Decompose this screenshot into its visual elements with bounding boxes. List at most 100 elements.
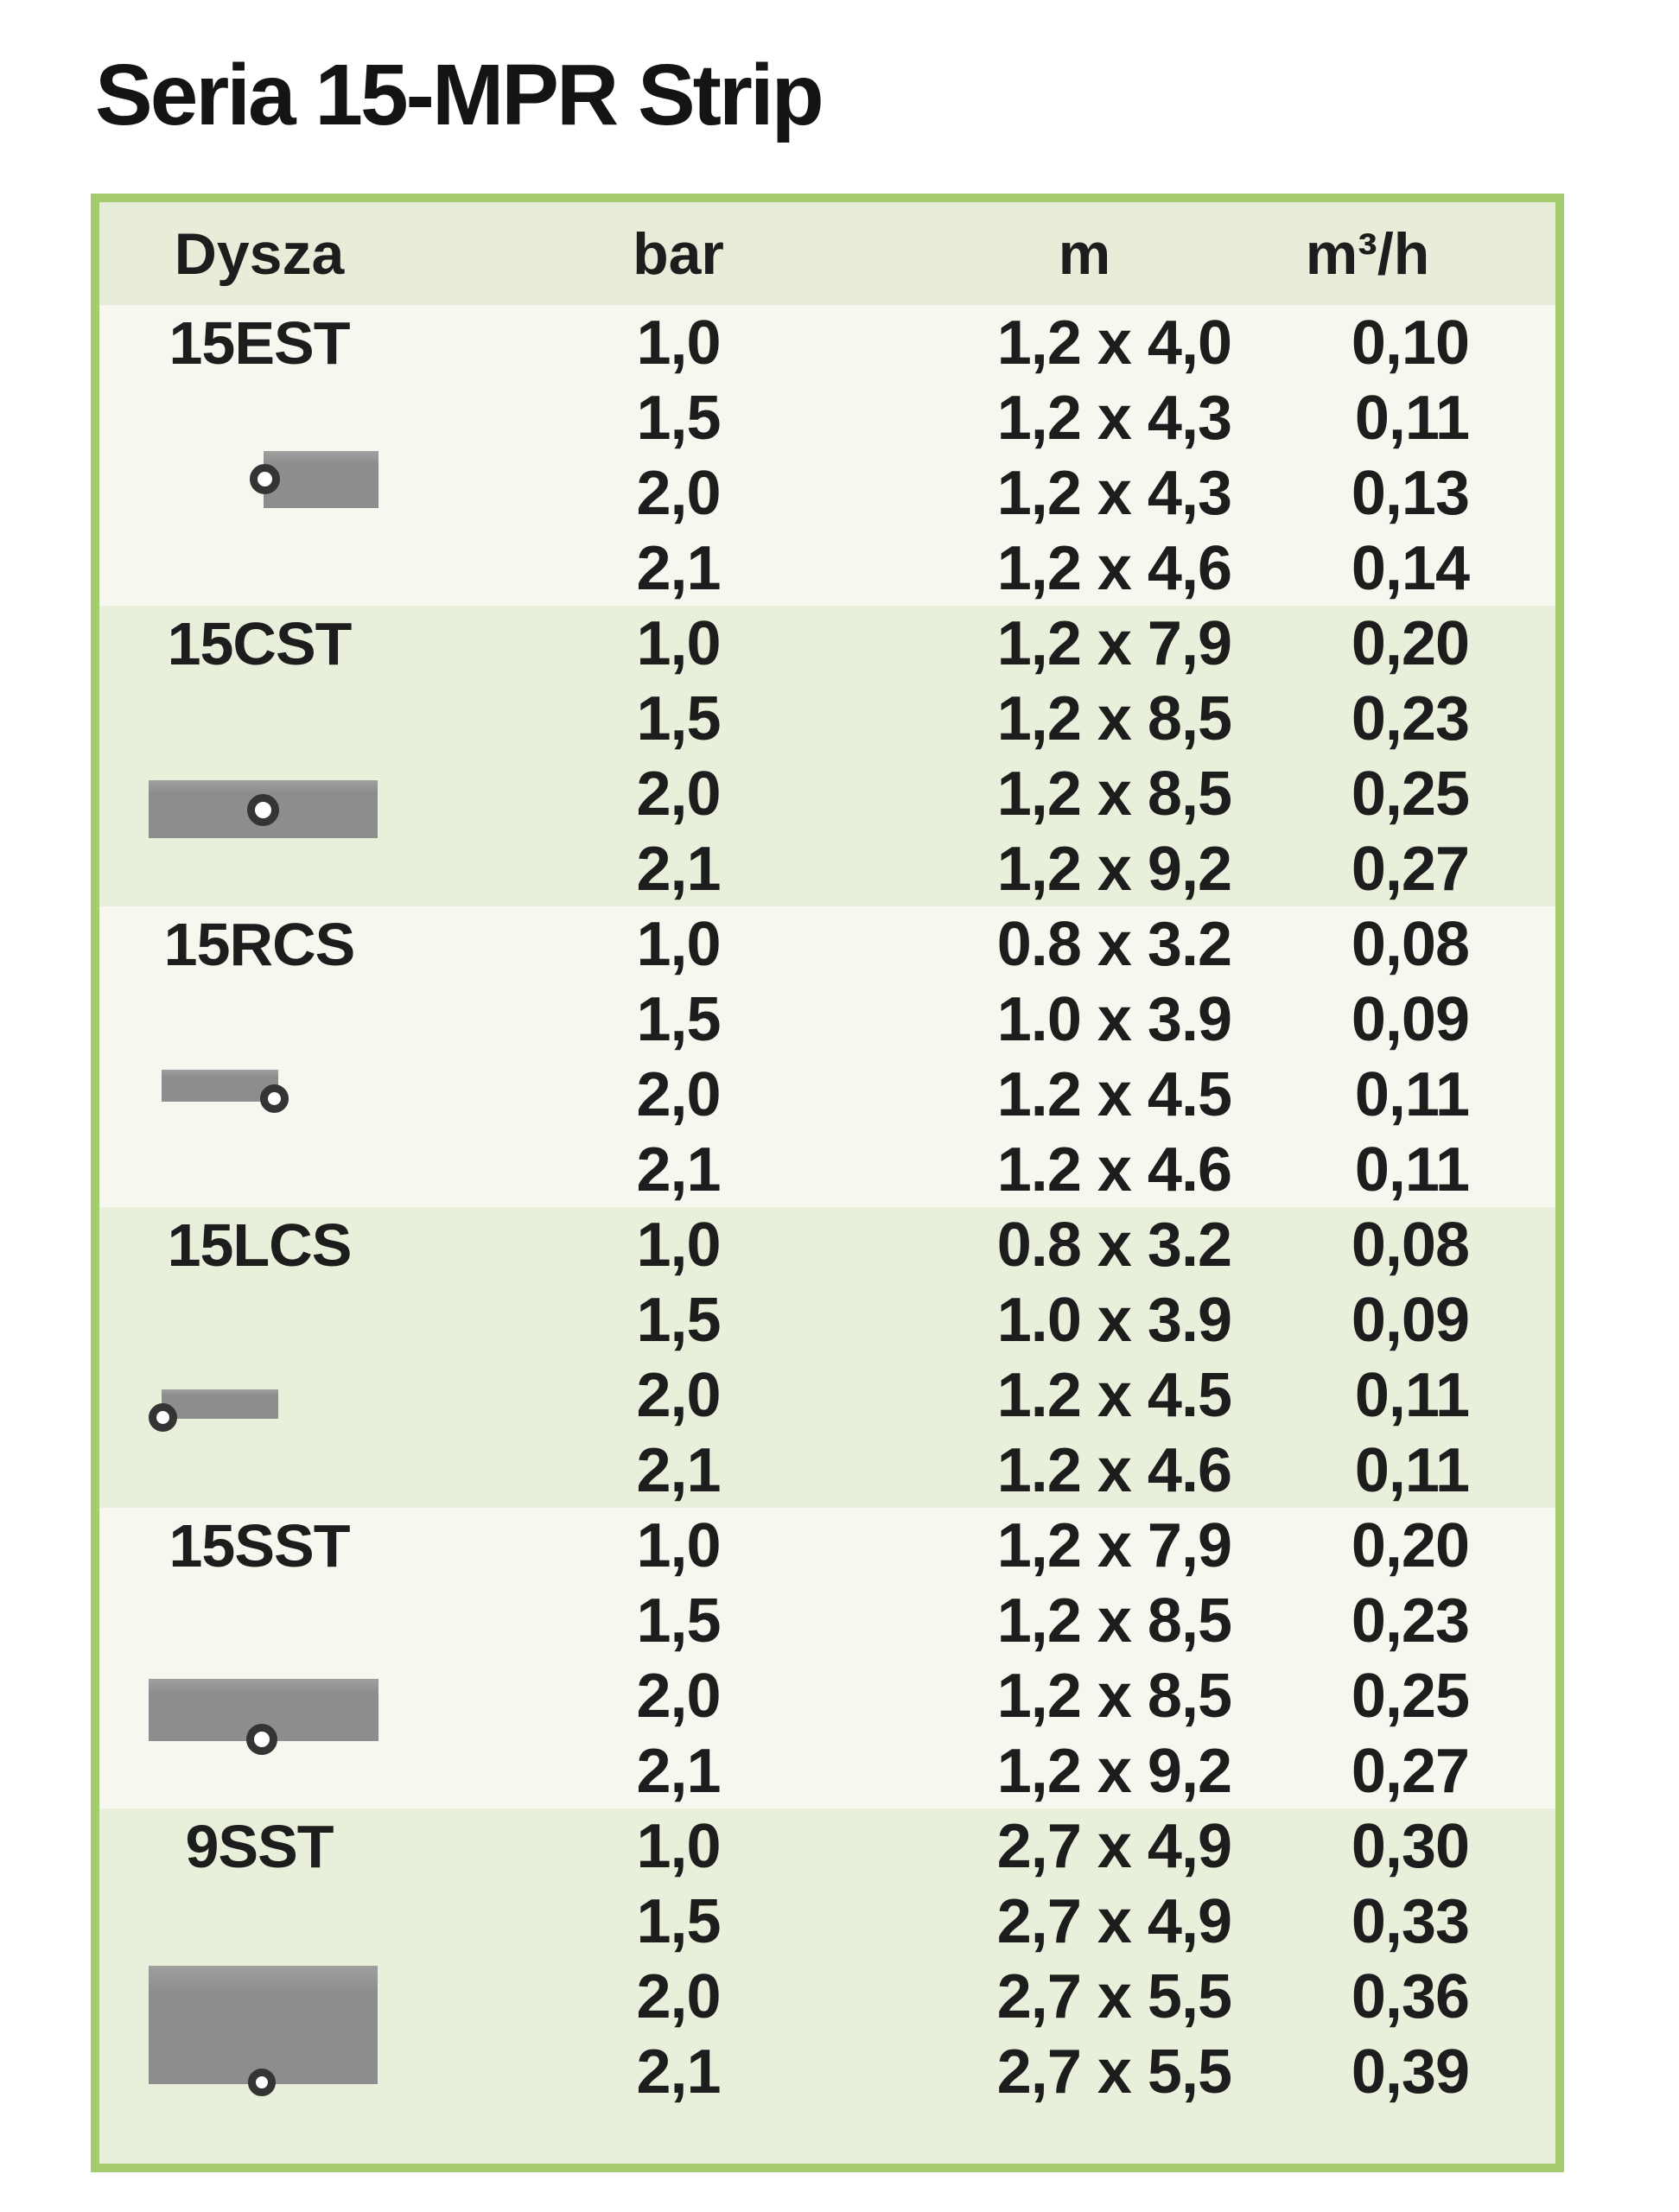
- cell-flow-m3h: 0,30: [1351, 1811, 1470, 1881]
- cell-pressure-bar: 1,0: [636, 909, 721, 979]
- cell-pressure-bar: 2,0: [636, 1961, 721, 2031]
- cell-flow-m3h: 0,14: [1351, 533, 1470, 603]
- group-rows: 1,0 1,2 x 7,9 0,20 1,5 1,2 x 8,5 0,23 2,…: [99, 606, 1555, 906]
- cell-flow-m3h: 0,11: [1354, 383, 1470, 453]
- nozzle-name: 15EST: [169, 308, 351, 377]
- group-rows: 1,0 1,2 x 4,0 0,10 1,5 1,2 x 4,3 0,11 2,…: [99, 305, 1555, 606]
- cell-spacing-m: 1,2 x 8,5: [996, 759, 1232, 829]
- cell-pressure-bar: 2,1: [636, 1135, 721, 1205]
- cell-pressure-bar: 2,0: [636, 458, 721, 528]
- table-row: 2,1 2,7 x 5,5 0,39: [99, 2034, 1555, 2109]
- table-row: 1,0 1,2 x 7,9 0,20: [99, 606, 1555, 681]
- table-row: 1,5 1.0 x 3.9 0,09: [99, 982, 1555, 1057]
- table-row: 2,0 1,2 x 4,3 0,13: [99, 455, 1555, 531]
- cell-pressure-bar: 2,0: [636, 1661, 721, 1731]
- cell-pressure-bar: 1,5: [636, 1886, 721, 1956]
- table-row: 2,0 1,2 x 8,5 0,25: [99, 756, 1555, 831]
- cell-flow-m3h: 0,23: [1351, 683, 1470, 753]
- table-row: 2,0 2,7 x 5,5 0,36: [99, 1959, 1555, 2034]
- cell-flow-m3h: 0,11: [1354, 1059, 1470, 1129]
- group-rows: 1,0 1,2 x 7,9 0,20 1,5 1,2 x 8,5 0,23 2,…: [99, 1508, 1555, 1808]
- cell-flow-m3h: 0,20: [1351, 1510, 1470, 1580]
- table-row: 2,1 1,2 x 9,2 0,27: [99, 1733, 1555, 1808]
- table-row: 2,0 1.2 x 4.5 0,11: [99, 1057, 1555, 1132]
- nozzle-performance-table: Dysza bar m m³/h 15EST 1,0 1,2 x 4,0 0,1…: [91, 194, 1564, 2172]
- cell-spacing-m: 1,2 x 9,2: [996, 1736, 1232, 1806]
- cell-pressure-bar: 2,1: [636, 1736, 721, 1806]
- cell-pressure-bar: 1,5: [636, 383, 721, 453]
- table-row: 2,1 1.2 x 4.6 0,11: [99, 1433, 1555, 1508]
- nozzle-group: 15LCS 1,0 0.8 x 3.2 0,08 1,5 1.0 x 3.9 0…: [99, 1207, 1555, 1508]
- cell-spacing-m: 1.2 x 4.6: [996, 1135, 1232, 1205]
- cell-spacing-m: 1,2 x 4,0: [996, 308, 1232, 378]
- cell-spacing-m: 1,2 x 9,2: [996, 834, 1232, 904]
- group-rows: 1,0 0.8 x 3.2 0,08 1,5 1.0 x 3.9 0,09 2,…: [99, 906, 1555, 1207]
- nozzle-name: 15CST: [167, 609, 353, 677]
- cell-flow-m3h: 0,11: [1354, 1435, 1470, 1505]
- cell-spacing-m: 2,7 x 4,9: [996, 1886, 1232, 1956]
- nozzle-name: 15RCS: [163, 910, 356, 978]
- cell-pressure-bar: 2,1: [636, 834, 721, 904]
- cell-pressure-bar: 1,0: [636, 308, 721, 378]
- cell-flow-m3h: 0,33: [1351, 1886, 1470, 1956]
- cell-pressure-bar: 2,0: [636, 1360, 721, 1430]
- cell-flow-m3h: 0,10: [1351, 308, 1470, 378]
- cell-flow-m3h: 0,11: [1354, 1135, 1470, 1205]
- nozzle-name: 9SST: [185, 1812, 334, 1880]
- column-header-dysza: Dysza: [174, 220, 345, 287]
- table-row: 1,5 1,2 x 4,3 0,11: [99, 380, 1555, 455]
- cell-pressure-bar: 2,1: [636, 533, 721, 603]
- table-row: 1,0 0.8 x 3.2 0,08: [99, 906, 1555, 982]
- cell-pressure-bar: 2,0: [636, 1059, 721, 1129]
- nozzle-group: 15RCS 1,0 0.8 x 3.2 0,08 1,5 1.0 x 3.9 0…: [99, 906, 1555, 1207]
- table-row: 1,0 1,2 x 7,9 0,20: [99, 1508, 1555, 1583]
- nozzle-group: 15EST 1,0 1,2 x 4,0 0,10 1,5 1,2 x 4,3 0…: [99, 305, 1555, 606]
- cell-pressure-bar: 1,5: [636, 984, 721, 1054]
- group-rows: 1,0 0.8 x 3.2 0,08 1,5 1.0 x 3.9 0,09 2,…: [99, 1207, 1555, 1508]
- cell-pressure-bar: 2,0: [636, 759, 721, 829]
- cell-spacing-m: 1,2 x 8,5: [996, 683, 1232, 753]
- table-row: 2,0 1,2 x 8,5 0,25: [99, 1658, 1555, 1733]
- cell-spacing-m: 1,2 x 7,9: [996, 1510, 1232, 1580]
- cell-spacing-m: 1.2 x 4.5: [996, 1360, 1232, 1430]
- cell-flow-m3h: 0,11: [1354, 1360, 1470, 1430]
- page-title: Seria 15-MPR Strip: [95, 47, 824, 143]
- cell-flow-m3h: 0,27: [1351, 834, 1470, 904]
- cell-spacing-m: 1,2 x 4,3: [996, 383, 1232, 453]
- cell-pressure-bar: 1,5: [636, 1285, 721, 1355]
- cell-pressure-bar: 1,5: [636, 683, 721, 753]
- column-header-m: m: [1058, 220, 1111, 287]
- table-row: 1,0 2,7 x 4,9 0,30: [99, 1808, 1555, 1884]
- cell-flow-m3h: 0,09: [1351, 984, 1470, 1054]
- table-row: 2,0 1.2 x 4.5 0,11: [99, 1357, 1555, 1433]
- nozzle-name: 15LCS: [167, 1211, 353, 1279]
- nozzle-group: 15CST 1,0 1,2 x 7,9 0,20 1,5 1,2 x 8,5 0…: [99, 606, 1555, 906]
- cell-spacing-m: 2,7 x 5,5: [996, 2037, 1232, 2107]
- cell-spacing-m: 1.2 x 4.5: [996, 1059, 1232, 1129]
- cell-flow-m3h: 0,08: [1351, 909, 1470, 979]
- cell-spacing-m: 2,7 x 5,5: [996, 1961, 1232, 2031]
- table-header-row: Dysza bar m m³/h: [99, 202, 1555, 305]
- table-row: 1,5 2,7 x 4,9 0,33: [99, 1884, 1555, 1959]
- cell-spacing-m: 1.0 x 3.9: [996, 1285, 1232, 1355]
- cell-spacing-m: 1,2 x 8,5: [996, 1661, 1232, 1731]
- cell-spacing-m: 0.8 x 3.2: [996, 909, 1232, 979]
- cell-pressure-bar: 1,5: [636, 1586, 721, 1656]
- nozzle-group: 9SST 1,0 2,7 x 4,9 0,30 1,5 2,7 x 4,9 0,…: [99, 1808, 1555, 2164]
- cell-flow-m3h: 0,13: [1351, 458, 1470, 528]
- table-row: 1,5 1,2 x 8,5 0,23: [99, 681, 1555, 756]
- cell-spacing-m: 0.8 x 3.2: [996, 1210, 1232, 1280]
- cell-pressure-bar: 2,1: [636, 1435, 721, 1505]
- cell-flow-m3h: 0,20: [1351, 608, 1470, 678]
- group-rows: 1,0 2,7 x 4,9 0,30 1,5 2,7 x 4,9 0,33 2,…: [99, 1808, 1555, 2164]
- cell-pressure-bar: 2,1: [636, 2037, 721, 2107]
- column-header-m3h: m³/h: [1305, 220, 1430, 287]
- cell-flow-m3h: 0,23: [1351, 1586, 1470, 1656]
- table-row: 1,5 1,2 x 8,5 0,23: [99, 1583, 1555, 1658]
- cell-pressure-bar: 1,0: [636, 1811, 721, 1881]
- column-header-bar: bar: [633, 220, 724, 287]
- cell-flow-m3h: 0,09: [1351, 1285, 1470, 1355]
- cell-pressure-bar: 1,0: [636, 608, 721, 678]
- cell-spacing-m: 2,7 x 4,9: [996, 1811, 1232, 1881]
